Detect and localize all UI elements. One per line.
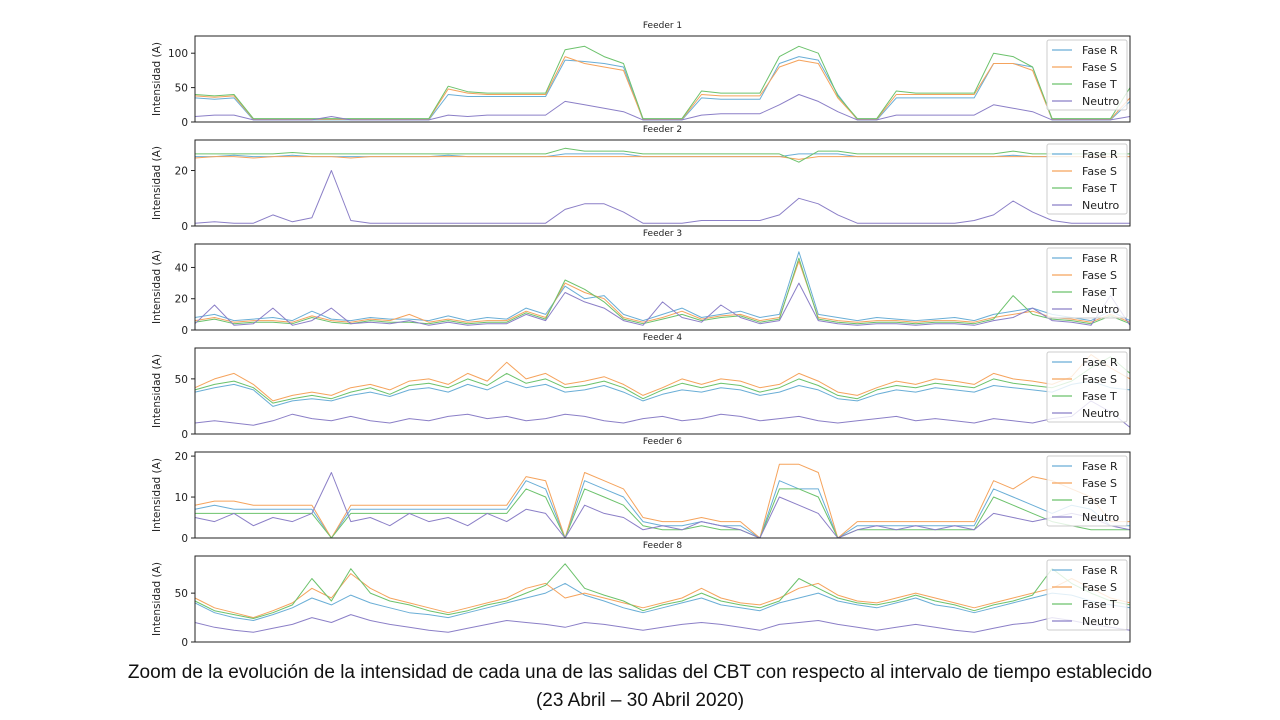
y-tick-label: 10	[175, 492, 188, 504]
series-line	[194, 472, 1131, 539]
legend-label: Fase R	[1082, 460, 1118, 473]
legend: Fase R Fase S Fase T Neutro	[1046, 143, 1128, 215]
series-line	[195, 147, 1130, 163]
series-line	[194, 45, 1131, 120]
y-axis-label: Intensidad (A)	[151, 354, 163, 428]
panel-title: Feeder 3	[643, 229, 682, 239]
legend-label: Fase R	[1082, 252, 1118, 265]
series-line	[194, 380, 1131, 407]
series-line	[194, 400, 1131, 428]
plot-frame	[194, 35, 1131, 123]
series-line	[194, 257, 1131, 325]
series-line	[194, 282, 1131, 326]
series-line	[194, 573, 1131, 619]
legend: Fase R Fase S Fase T Neutro	[1046, 351, 1128, 423]
panel-title: Feeder 6	[643, 437, 683, 447]
series-line	[194, 251, 1131, 322]
y-tick-label: 0	[181, 117, 188, 129]
legend: Fase R Fase S Fase T Neutro	[1046, 39, 1128, 111]
plot-frame	[194, 555, 1131, 643]
legend-box	[1046, 559, 1128, 631]
legend: Fase R Fase S Fase T Neutro	[1046, 559, 1128, 631]
series-line	[194, 260, 1131, 323]
legend-box	[1046, 39, 1128, 111]
plot-frame	[194, 347, 1131, 435]
legend-label: Fase S	[1082, 477, 1117, 490]
legend-label: Neutro	[1082, 199, 1120, 212]
panel-title: Feeder 2	[643, 125, 682, 135]
legend-label: Fase R	[1082, 356, 1118, 369]
panel-title: Feeder 8	[643, 541, 683, 551]
legend-label: Fase R	[1082, 564, 1118, 577]
feeder-panel: Feeder 1 Intensidad (A) 0 50 100 Fase R Fase S…	[151, 21, 1131, 129]
legend-label: Neutro	[1082, 407, 1120, 420]
series-line	[194, 56, 1131, 120]
y-tick-label: 20	[175, 451, 188, 463]
y-tick-label: 0	[181, 325, 188, 337]
legend-label: Fase T	[1082, 286, 1117, 299]
legend-label: Neutro	[1082, 95, 1120, 108]
legend-label: Neutro	[1082, 615, 1120, 628]
y-tick-label: 50	[175, 374, 188, 386]
y-tick-label: 50	[175, 588, 188, 600]
series-line	[194, 463, 1130, 539]
y-tick-label: 0	[181, 533, 188, 545]
series-line	[194, 354, 1131, 402]
series-line	[194, 356, 1131, 404]
legend-box	[1046, 351, 1128, 423]
series-line	[194, 563, 1131, 619]
legend-label: Fase T	[1082, 390, 1117, 403]
series-line	[194, 94, 1131, 121]
plot-frame	[194, 243, 1131, 331]
panel-title: Feeder 4	[643, 333, 683, 343]
y-tick-label: 0	[181, 637, 188, 649]
y-tick-label: 20	[175, 294, 188, 306]
legend-label: Fase S	[1082, 61, 1117, 74]
y-axis-label: Intensidad (A)	[151, 146, 163, 220]
plot-frame	[194, 139, 1131, 227]
series-line	[194, 156, 1130, 160]
plot-frame	[194, 451, 1131, 539]
panel-title: Feeder 1	[643, 21, 682, 31]
series-line	[194, 170, 1130, 224]
legend-label: Fase T	[1082, 598, 1117, 611]
y-tick-label: 50	[175, 83, 188, 95]
y-tick-label: 100	[168, 48, 188, 60]
legend-label: Fase T	[1082, 182, 1117, 195]
series-line	[194, 582, 1131, 621]
legend-label: Fase R	[1082, 148, 1118, 161]
legend-label: Fase S	[1082, 165, 1117, 178]
legend-box	[1046, 247, 1128, 319]
legend: Fase R Fase S Fase T Neutro	[1046, 455, 1128, 527]
figure-caption-line-1: Zoom de la evolución de la intensidad de…	[127, 662, 1153, 683]
y-tick-label: 20	[175, 166, 188, 178]
y-axis-label: Intensidad (A)	[151, 250, 163, 324]
y-axis-label: Intensidad (A)	[151, 458, 163, 532]
series-line	[194, 56, 1131, 121]
legend: Fase R Fase S Fase T Neutro	[1046, 247, 1128, 319]
legend-label: Fase S	[1082, 373, 1117, 386]
legend-label: Neutro	[1082, 303, 1120, 316]
y-tick-label: 0	[181, 221, 188, 233]
legend-label: Fase T	[1082, 78, 1117, 91]
y-axis-label: Intensidad (A)	[151, 562, 163, 636]
legend-label: Fase R	[1082, 44, 1118, 57]
y-axis-label: Intensidad (A)	[151, 42, 163, 116]
legend-label: Neutro	[1082, 511, 1120, 524]
y-tick-label: 40	[175, 262, 188, 274]
legend-box	[1046, 455, 1128, 527]
legend-label: Fase T	[1082, 494, 1117, 507]
y-tick-label: 0	[181, 429, 188, 441]
legend-label: Fase S	[1082, 269, 1117, 282]
series-line	[194, 614, 1131, 633]
legend-box	[1046, 143, 1128, 215]
legend-label: Fase S	[1082, 581, 1117, 594]
figure-caption-line-2: (23 Abril – 30 Abril 2020)	[535, 690, 745, 711]
